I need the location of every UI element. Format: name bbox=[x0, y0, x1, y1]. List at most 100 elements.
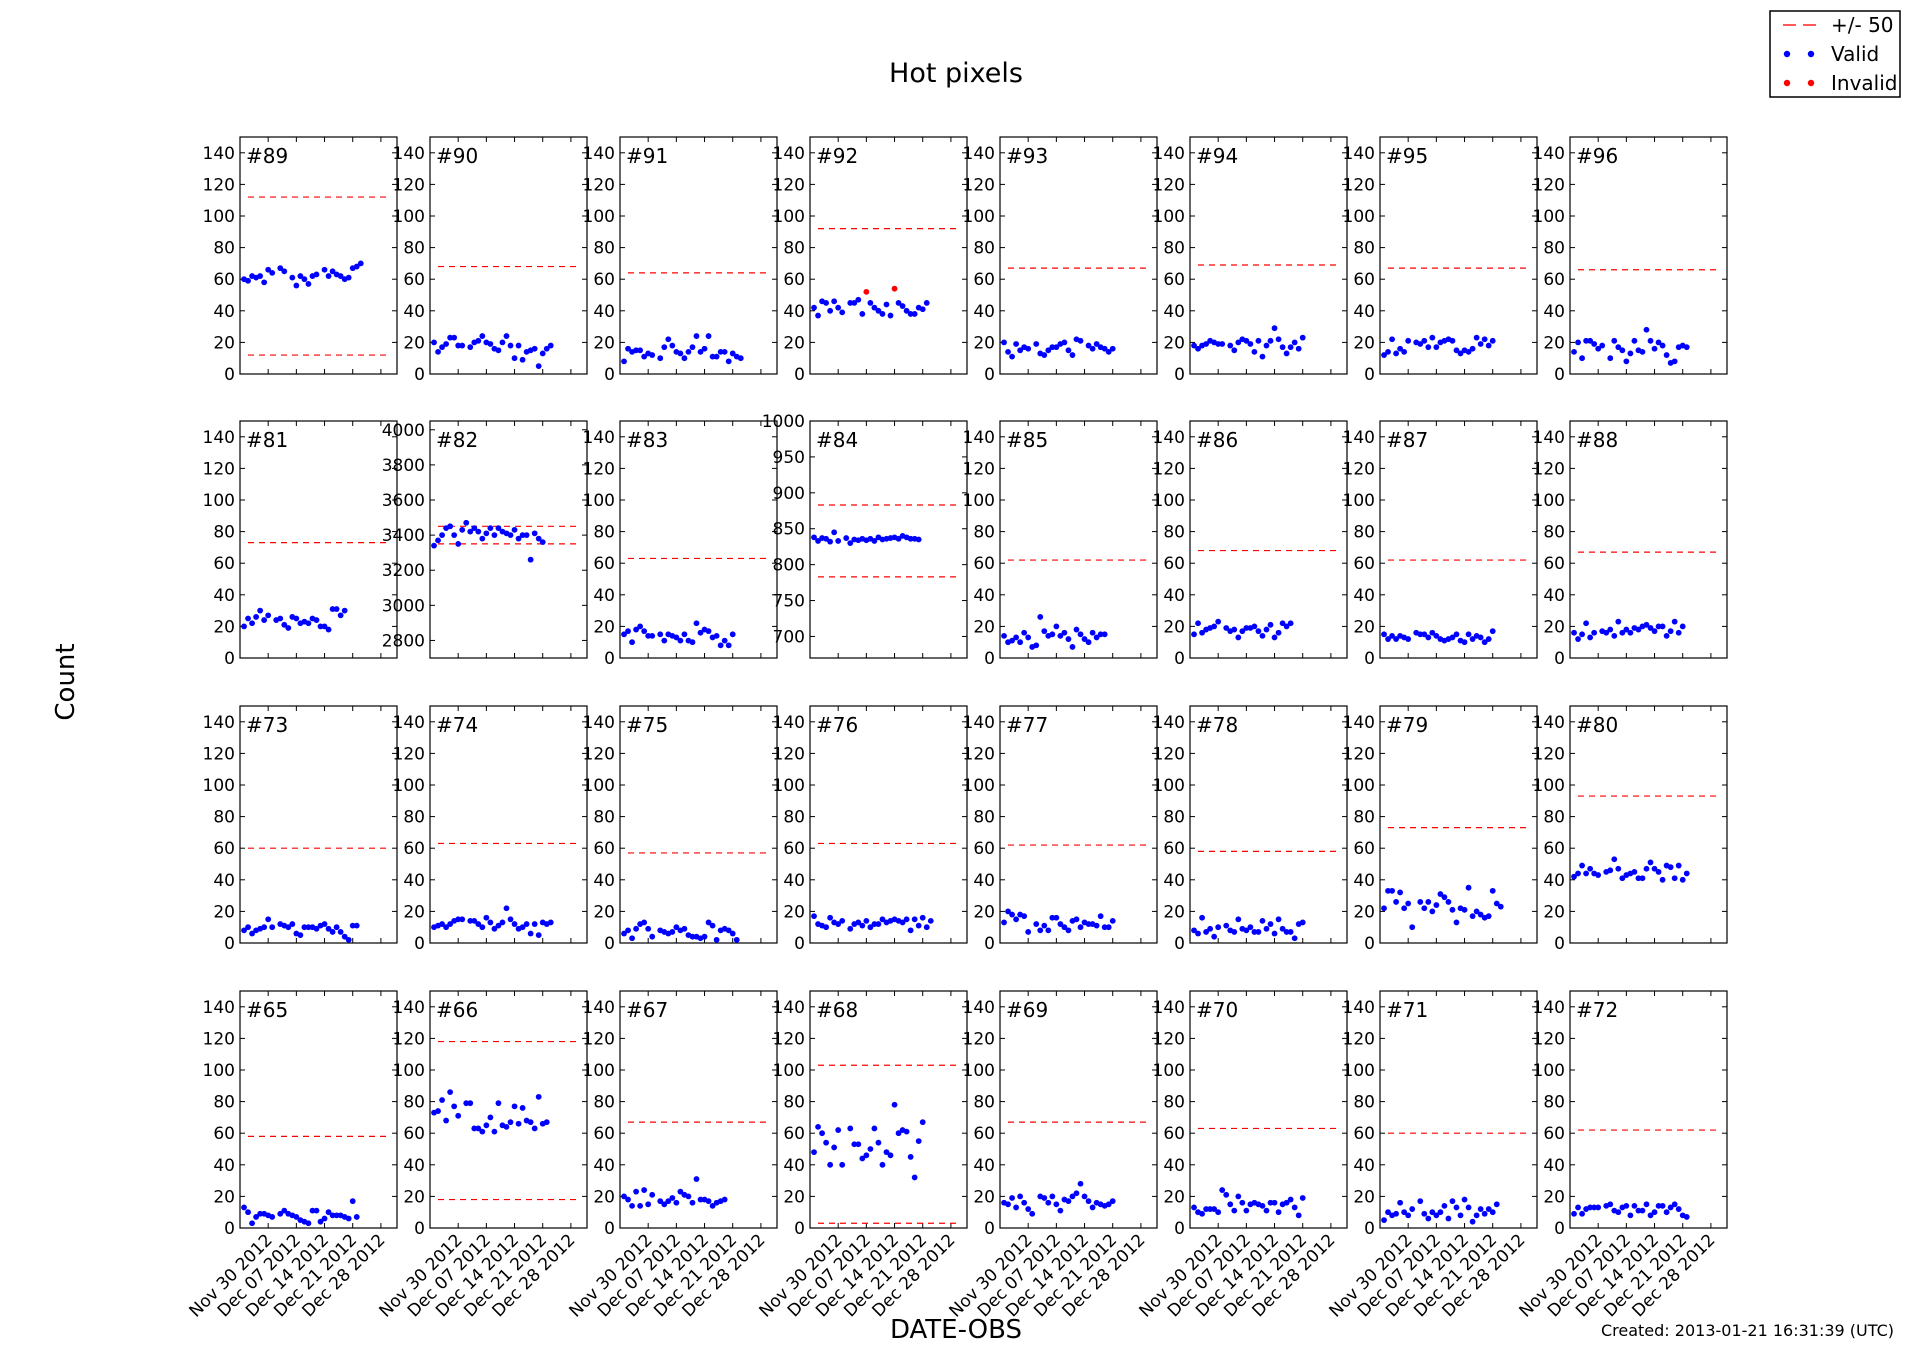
valid-point bbox=[1675, 629, 1682, 636]
valid-point bbox=[1497, 903, 1504, 910]
valid-point bbox=[1583, 337, 1590, 344]
valid-point bbox=[1655, 623, 1662, 630]
valid-point bbox=[241, 1204, 247, 1211]
valid-point bbox=[305, 1220, 312, 1227]
y-tick-label: 700 bbox=[773, 627, 805, 647]
valid-point bbox=[515, 535, 522, 542]
valid-point bbox=[1025, 1206, 1032, 1212]
y-tick-label: 20 bbox=[1353, 333, 1375, 353]
valid-point bbox=[313, 271, 320, 278]
valid-point bbox=[1481, 336, 1488, 343]
subplot-label: #69 bbox=[1006, 998, 1048, 1022]
y-tick-label: 140 bbox=[583, 428, 615, 448]
valid-point bbox=[665, 1198, 672, 1205]
y-tick-label: 80 bbox=[973, 1093, 995, 1113]
subplot-label: #93 bbox=[1006, 144, 1048, 168]
valid-point bbox=[1271, 1199, 1278, 1206]
valid-point bbox=[333, 1212, 340, 1219]
valid-point bbox=[1457, 350, 1464, 357]
y-tick-label: 80 bbox=[783, 239, 805, 259]
valid-point bbox=[1611, 337, 1618, 344]
y-tick-label: 0 bbox=[604, 365, 615, 385]
valid-point bbox=[503, 333, 510, 339]
y-tick-label: 2800 bbox=[382, 631, 425, 651]
valid-point bbox=[1583, 620, 1590, 627]
valid-point bbox=[1215, 341, 1222, 347]
y-tick-label: 120 bbox=[773, 175, 805, 195]
valid-point bbox=[451, 334, 458, 341]
y-tick-label: 120 bbox=[203, 459, 235, 479]
valid-point bbox=[535, 932, 542, 938]
valid-point bbox=[827, 538, 834, 545]
y-tick-label: 140 bbox=[1533, 144, 1565, 164]
valid-point bbox=[1433, 902, 1440, 908]
valid-point bbox=[289, 274, 296, 281]
valid-point bbox=[1049, 344, 1056, 351]
y-tick-label: 120 bbox=[583, 744, 615, 764]
valid-point bbox=[527, 1119, 534, 1126]
y-tick-label: 0 bbox=[224, 1219, 235, 1239]
y-tick-label: 60 bbox=[213, 1124, 235, 1144]
valid-point bbox=[1571, 873, 1577, 880]
valid-point bbox=[1425, 1215, 1432, 1222]
y-tick-label: 20 bbox=[593, 333, 615, 353]
valid-point bbox=[321, 921, 328, 927]
valid-point bbox=[1481, 1210, 1488, 1217]
valid-point bbox=[1235, 339, 1242, 346]
valid-point bbox=[855, 919, 862, 926]
y-tick-label: 20 bbox=[213, 902, 235, 922]
valid-point bbox=[1085, 639, 1092, 646]
valid-point bbox=[1005, 1201, 1011, 1208]
valid-point bbox=[277, 1210, 284, 1217]
y-tick-label: 140 bbox=[1153, 998, 1185, 1018]
valid-point bbox=[875, 1139, 882, 1146]
y-tick-label: 0 bbox=[224, 365, 235, 385]
subplot-label: #95 bbox=[1386, 144, 1428, 168]
valid-point bbox=[353, 1214, 360, 1220]
valid-point bbox=[527, 930, 534, 937]
valid-point bbox=[451, 1103, 458, 1110]
y-tick-label: 0 bbox=[1554, 934, 1565, 954]
valid-point bbox=[1069, 644, 1076, 650]
subplot-73: 0 20 40 60 80 100 120 140 #73 bbox=[203, 705, 398, 954]
y-tick-label: 20 bbox=[1163, 333, 1185, 353]
legend-label-valid: Valid bbox=[1831, 42, 1879, 66]
valid-point bbox=[1461, 639, 1468, 646]
valid-point bbox=[1009, 637, 1015, 644]
valid-point bbox=[661, 1201, 668, 1208]
valid-point bbox=[669, 1195, 676, 1201]
valid-point bbox=[357, 260, 364, 267]
valid-point bbox=[705, 628, 712, 635]
valid-point bbox=[709, 353, 716, 360]
y-tick-label: 140 bbox=[1533, 428, 1565, 448]
y-tick-label: 40 bbox=[1543, 302, 1565, 322]
valid-point bbox=[249, 930, 255, 937]
valid-point bbox=[1393, 1210, 1400, 1217]
valid-point bbox=[467, 917, 474, 924]
valid-point bbox=[1223, 625, 1230, 631]
valid-point bbox=[713, 936, 720, 943]
y-tick-label: 40 bbox=[403, 1156, 425, 1176]
valid-point bbox=[1001, 339, 1007, 346]
y-tick-label: 0 bbox=[1364, 1219, 1375, 1239]
subplot-label: #80 bbox=[1576, 713, 1618, 737]
y-tick-label: 100 bbox=[773, 1061, 805, 1081]
y-tick-label: 140 bbox=[1343, 428, 1375, 448]
valid-point bbox=[693, 620, 700, 627]
valid-point bbox=[835, 538, 842, 544]
valid-point bbox=[471, 1125, 478, 1132]
subplot-label: #70 bbox=[1196, 998, 1238, 1022]
valid-point bbox=[1231, 1207, 1238, 1214]
y-tick-label: 80 bbox=[593, 239, 615, 259]
valid-point bbox=[641, 628, 648, 635]
subplot-frame bbox=[1189, 705, 1348, 944]
valid-point bbox=[1041, 922, 1048, 929]
subplot-87: 0 20 40 60 80 100 120 140 #87 bbox=[1343, 420, 1538, 669]
valid-point bbox=[721, 1196, 728, 1203]
valid-point bbox=[1009, 353, 1015, 360]
valid-point bbox=[1021, 913, 1028, 920]
valid-point bbox=[1591, 1204, 1598, 1211]
valid-point bbox=[895, 300, 902, 306]
valid-point bbox=[439, 1097, 445, 1103]
